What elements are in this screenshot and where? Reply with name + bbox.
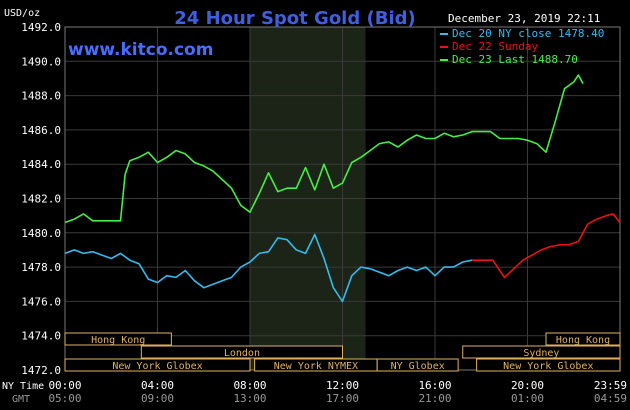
y-tick-label: 1484.0	[21, 158, 61, 171]
y-tick-label: 1478.0	[21, 261, 61, 274]
x-tick-label-gmt: 13:00	[233, 392, 266, 405]
x-tick-label-ny: 04:00	[141, 379, 174, 392]
y-tick-label: 1480.0	[21, 227, 61, 240]
session-label: New York Globex	[503, 361, 593, 372]
session-label: Sydney	[523, 348, 559, 359]
y-tick-label: 1476.0	[21, 295, 61, 308]
x-tick-label-gmt: 21:00	[418, 392, 451, 405]
price-lines	[64, 74, 621, 303]
y-tick-label: 1486.0	[21, 124, 61, 137]
session-label: Hong Kong	[556, 335, 610, 346]
y-tick-label: 1474.0	[21, 330, 61, 343]
legend-entry: Dec 20 NY close 1478.40	[452, 27, 604, 40]
session-label: Hong Kong	[91, 335, 145, 346]
legend-entry: Dec 23 Last 1488.70	[452, 53, 578, 66]
y-tick-label: 1472.0	[21, 364, 61, 377]
session-bar	[376, 358, 459, 372]
site-watermark: www.kitco.com	[68, 40, 213, 60]
x-tick-label-gmt: 09:00	[141, 392, 174, 405]
x-tick-label-gmt: 17:00	[326, 392, 359, 405]
session-label: NY Globex	[391, 361, 445, 372]
session-bar	[476, 358, 621, 372]
chart-title: 24 Hour Spot Gold (Bid)	[174, 8, 415, 29]
y-unit-label: USD/oz	[4, 8, 40, 19]
market-sessions: Hong Kong London New York Globex New York N…	[64, 332, 621, 372]
x-label-ny: NY Time	[2, 381, 44, 392]
y-axis-ticks: 1472.0 1474.0 1476.0 1478.0 1480.0 1482.0 1484…	[21, 21, 61, 377]
date-stamp: December 23, 2019 22:11	[448, 12, 600, 25]
session-bar	[64, 358, 251, 372]
x-tick-label-gmt: 01:00	[511, 392, 544, 405]
session-label: London	[224, 348, 260, 359]
series-line-0	[64, 233, 473, 303]
series-line-1	[472, 213, 621, 279]
session-bar	[545, 332, 621, 346]
session-label: New York Globex	[112, 361, 202, 372]
session-bar	[64, 332, 172, 346]
x-tick-label-ny: 16:00	[418, 379, 451, 392]
x-tick-label-ny: 20:00	[511, 379, 544, 392]
y-tick-label: 1488.0	[21, 90, 61, 103]
y-tick-label: 1482.0	[21, 193, 61, 206]
x-tick-label-ny: 00:00	[48, 379, 81, 392]
y-tick-label: 1490.0	[21, 55, 61, 68]
session-bar	[140, 345, 343, 359]
session-bar	[462, 345, 621, 359]
x-tick-label-ny: 08:00	[233, 379, 266, 392]
legend-entry: Dec 22 Sunday	[452, 40, 538, 53]
y-tick-label: 1492.0	[21, 21, 61, 34]
x-tick-label-gmt: 04:59	[594, 392, 627, 405]
x-tick-label-ny: 12:00	[326, 379, 359, 392]
x-tick-label-gmt: 05:00	[48, 392, 81, 405]
x-tick-label-ny: 23:59	[594, 379, 627, 392]
session-label: New York NYMEX	[274, 361, 358, 372]
x-label-gmt: GMT	[12, 394, 30, 405]
series-line-2	[64, 74, 584, 224]
